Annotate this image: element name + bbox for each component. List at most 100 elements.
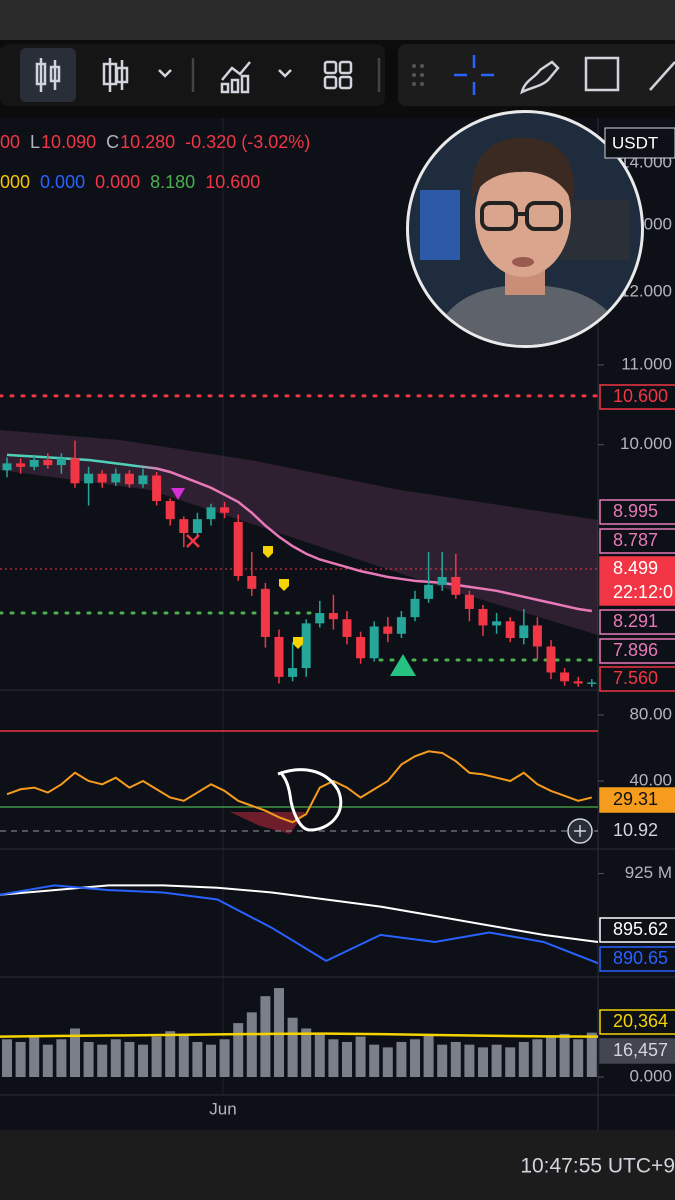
price-tag: [599, 556, 675, 582]
volume-bar: [314, 1033, 325, 1077]
indicator-value: 8.180: [150, 172, 195, 192]
volume-bar: [491, 1044, 502, 1077]
volume-bar: [559, 1033, 570, 1077]
price-tag: [599, 1009, 675, 1035]
volume-bar: [274, 988, 284, 1077]
volume-bar: [192, 1041, 203, 1077]
candle-body: [587, 682, 597, 684]
candle-body: [560, 672, 570, 682]
price-tag: [599, 787, 675, 813]
currency-badge: [604, 127, 675, 159]
volume-bar: [178, 1033, 189, 1077]
candle-body: [233, 521, 243, 576]
candle-body: [16, 463, 26, 467]
price-tag: [599, 1038, 675, 1064]
obv-line: [0, 884, 599, 965]
ohlc-text: 00: [0, 132, 20, 152]
candle-body: [56, 458, 66, 466]
bottom-bar: [0, 1130, 675, 1200]
volume-bar: [437, 1044, 448, 1077]
volume-bar: [573, 1039, 584, 1077]
rsi-line: [6, 750, 593, 824]
price-tag-text: 7.560: [613, 668, 658, 688]
pane-separators: [0, 689, 675, 1096]
candles: [0, 394, 598, 687]
volume-bar: [110, 1039, 121, 1077]
indicator-value: 000: [0, 172, 30, 192]
price-tag: [599, 384, 675, 410]
volume-bar: [260, 996, 271, 1077]
price-tag: [599, 609, 675, 635]
price-tag: [599, 917, 675, 943]
candle-body: [274, 636, 284, 677]
candle-body: [2, 463, 12, 471]
volume-bar: [369, 1044, 380, 1077]
candle-body: [138, 475, 148, 485]
volume-bar: [586, 1032, 597, 1077]
volume-bar: [206, 1044, 216, 1077]
y-tick-label: 0.000: [629, 1066, 672, 1085]
candle-body: [192, 519, 202, 534]
price-tag-text: 7.896: [613, 640, 658, 660]
candle-body: [97, 473, 107, 483]
hand-drawing: [277, 768, 343, 832]
volume-bar: [478, 1047, 488, 1077]
volume-bar: [518, 1041, 529, 1077]
candle-body: [29, 459, 39, 467]
ohlc-text: 10.090: [41, 132, 96, 152]
volume-bar: [532, 1039, 543, 1077]
volume-bar: [355, 1036, 366, 1077]
y-tick-label: 10.000: [620, 434, 672, 453]
obv-ma-line: [0, 884, 599, 943]
candle-body: [288, 668, 298, 677]
indicator-value: 10.600: [205, 172, 260, 192]
ohlc-text: 10.280: [120, 132, 175, 152]
y-tick-label: 11.000: [621, 354, 672, 373]
indicator-value: 0.000: [40, 172, 85, 192]
price-tag: [599, 638, 675, 664]
candle-body: [410, 598, 420, 618]
volume-bar: [301, 1028, 312, 1077]
volume-bar: [2, 1039, 12, 1077]
clock: 10:47:55 UTC+9: [520, 1155, 675, 1178]
candles-button[interactable]: [20, 48, 76, 102]
drag-handle: [412, 64, 424, 86]
ohlc-text: -0.320 (-3.02%): [185, 132, 310, 152]
candle-body: [152, 475, 162, 502]
candle-body: [43, 459, 53, 466]
candle-body: [70, 458, 80, 484]
price-tag: [599, 499, 675, 525]
candle-body: [301, 623, 311, 669]
volume-bar: [83, 1041, 94, 1077]
volume-bar: [151, 1036, 162, 1077]
volume-bar: [219, 1039, 230, 1077]
ohlc-text: C: [106, 132, 119, 152]
candle-body: [165, 501, 175, 520]
volume-bar: [450, 1041, 461, 1077]
y-tick-label: 40.00: [629, 770, 672, 789]
alert-markers: [263, 546, 303, 649]
candle-body: [179, 519, 189, 534]
candle-body: [451, 576, 461, 595]
volume-bar: [328, 1039, 339, 1077]
candle-body: [396, 617, 406, 634]
volume-bar: [396, 1041, 407, 1077]
y-tick-label: 80.00: [629, 704, 672, 723]
candle-body: [546, 646, 556, 673]
price-tag: [599, 946, 675, 972]
volume-bar: [423, 1033, 434, 1077]
candle-body: [260, 588, 270, 637]
price-tag-text: 890.65: [613, 948, 668, 968]
candle-body: [111, 473, 121, 483]
price-tag-text: 895.62: [613, 919, 668, 939]
volume-bar: [410, 1039, 420, 1077]
candle-body: [532, 625, 542, 647]
volume-bar: [287, 1017, 298, 1077]
volume-bar: [124, 1041, 135, 1077]
volume-bar: [233, 1023, 244, 1077]
candle-body: [519, 625, 529, 639]
candle-body: [492, 621, 502, 626]
volume-bar: [15, 1041, 26, 1077]
add-button[interactable]: [567, 818, 593, 844]
